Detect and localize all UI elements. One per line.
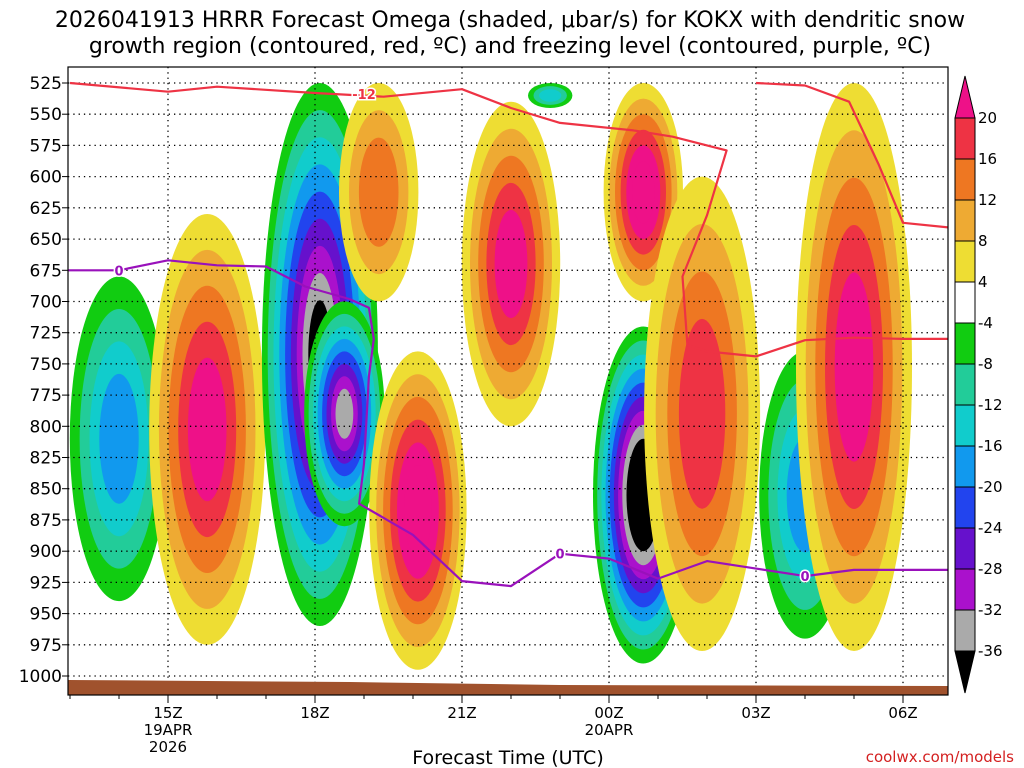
title-line-2: growth region (contoured, red, ºC) and f…: [89, 34, 931, 59]
colorbar-label: -24: [978, 519, 1003, 537]
y-tick-label: 800: [30, 417, 62, 437]
y-tick-label: 950: [30, 605, 62, 625]
plot-frame: [67, 66, 949, 696]
x-tick-year: 2026: [149, 738, 187, 756]
colorbar-bin-10: [954, 486, 976, 529]
y-tick-label: 625: [30, 199, 62, 219]
colorbar-label: -32: [978, 601, 1003, 619]
freezing_line-line: [68, 259, 948, 588]
colorbar-label: 12: [978, 191, 997, 209]
freezing_line-label: 0: [114, 264, 123, 279]
colorbar-bin-4: [954, 240, 976, 283]
colorbar-label: -36: [978, 642, 1003, 660]
descent-cell-01z-band-5: [632, 161, 655, 224]
x-axis-label: Forecast Time (UTC): [412, 747, 603, 768]
colorbar-label: -16: [978, 437, 1003, 455]
y-tick-label: 850: [30, 480, 62, 500]
ascent-cell-2230z-band-2: [539, 89, 562, 102]
colorbar-bin-8: [954, 404, 976, 447]
descent-cell-22z: [461, 101, 561, 427]
ascent-cell-18z-core-band-7: [335, 388, 354, 439]
y-tick-label: 675: [30, 261, 62, 281]
colorbar-bottom-arrow: [954, 650, 976, 694]
colorbar: 20 16 12 8 4 -4 -8 -12 -16 -20 -24 -28 -32 -36: [954, 75, 1003, 694]
y-tick-label: 900: [30, 542, 62, 562]
descent-cell-05z-band-4: [834, 272, 874, 462]
x-tick-label: 15Z: [153, 704, 182, 722]
credit-text: coolwx.com/models: [866, 748, 1014, 766]
descent-cell-02z: [644, 176, 761, 652]
omega-shading: [69, 83, 912, 670]
y-tick-label: 875: [30, 511, 62, 531]
x-tick-label: 03Z: [741, 704, 770, 722]
descent-cell-16z-band-4: [187, 357, 227, 502]
y-tick-label: 750: [30, 355, 62, 375]
y-tick-label: 1000: [19, 667, 62, 687]
grid-lines: [68, 67, 948, 695]
colorbar-top-arrow: [954, 75, 976, 119]
descent-cell-20z: [369, 351, 467, 670]
colorbar-label: -28: [978, 560, 1003, 578]
colorbar-label: 20: [978, 109, 997, 127]
colorbar-label: 4: [978, 273, 988, 291]
y-tick-label: 525: [30, 74, 62, 94]
colorbar-bin-3: [954, 199, 976, 242]
y-tick-label: 600: [30, 168, 62, 188]
freezing_line-label: 0: [800, 570, 809, 585]
colorbar-label: -20: [978, 478, 1003, 496]
colorbar-label: 8: [978, 232, 988, 250]
descent-cell-1930z-band-2: [358, 137, 399, 247]
pressure-axis: 525 550 575 600 625 650 675 700 725 750 775 800 825 8…: [19, 74, 68, 687]
y-tick-label: 550: [30, 105, 62, 125]
descent-cell-22z-band-4: [494, 209, 528, 319]
colorbar-label: 16: [978, 150, 997, 168]
y-tick-label: 725: [30, 324, 62, 344]
freezing_line-label: 0: [555, 548, 564, 563]
ground-surface: [68, 680, 948, 695]
colorbar-bin-13: [954, 609, 976, 652]
title-line-1: 2026041913 HRRR Forecast Omega (shaded, …: [55, 8, 965, 33]
colorbar-bin-6: [954, 322, 976, 365]
descent-cell-05z: [796, 83, 912, 651]
colorbar-label: -12: [978, 396, 1003, 414]
y-tick-label: 575: [30, 136, 62, 156]
y-tick-label: 975: [30, 636, 62, 656]
colorbar-bin-9: [954, 445, 976, 488]
x-tick-date: 19APR: [144, 721, 193, 739]
y-tick-label: 700: [30, 293, 62, 313]
colorbar-bin-1: [954, 117, 976, 160]
descent-cell-02z-band-3: [678, 318, 726, 509]
y-tick-label: 650: [30, 230, 62, 250]
colorbar-label: -4: [978, 314, 993, 332]
y-tick-label: 825: [30, 449, 62, 469]
y-tick-label: 925: [30, 573, 62, 593]
ascent-cell-15z: [69, 276, 169, 602]
ascent-cell-2230z: [528, 83, 573, 108]
colorbar-bin-2: [954, 158, 976, 201]
descent-cell-16z: [149, 214, 266, 645]
colorbar-bin-12: [954, 568, 976, 611]
descent-cell-20z-band-5: [404, 465, 432, 557]
dgz_line-line: [69, 81, 948, 358]
dgz_line_upper-line: [755, 81, 948, 229]
x-tick-date: 20APR: [585, 721, 634, 739]
descent-cell-01z: [603, 83, 683, 302]
descent-cell-1930z: [339, 83, 419, 302]
x-tick-label: 21Z: [447, 704, 476, 722]
y-tick-label: 775: [30, 386, 62, 406]
ascent-cell-15z-band-3: [99, 373, 139, 504]
colorbar-bin-5: [954, 281, 976, 324]
contour-lines: -12 0 0 0: [68, 81, 948, 588]
colorbar-label: -8: [978, 355, 993, 373]
x-tick-label: 00Z: [594, 704, 623, 722]
x-tick-label: 06Z: [888, 704, 917, 722]
x-tick-label: 18Z: [300, 704, 329, 722]
dgz_line-label: -12: [352, 88, 376, 103]
colorbar-bin-11: [954, 527, 976, 570]
colorbar-bin-7: [954, 363, 976, 406]
